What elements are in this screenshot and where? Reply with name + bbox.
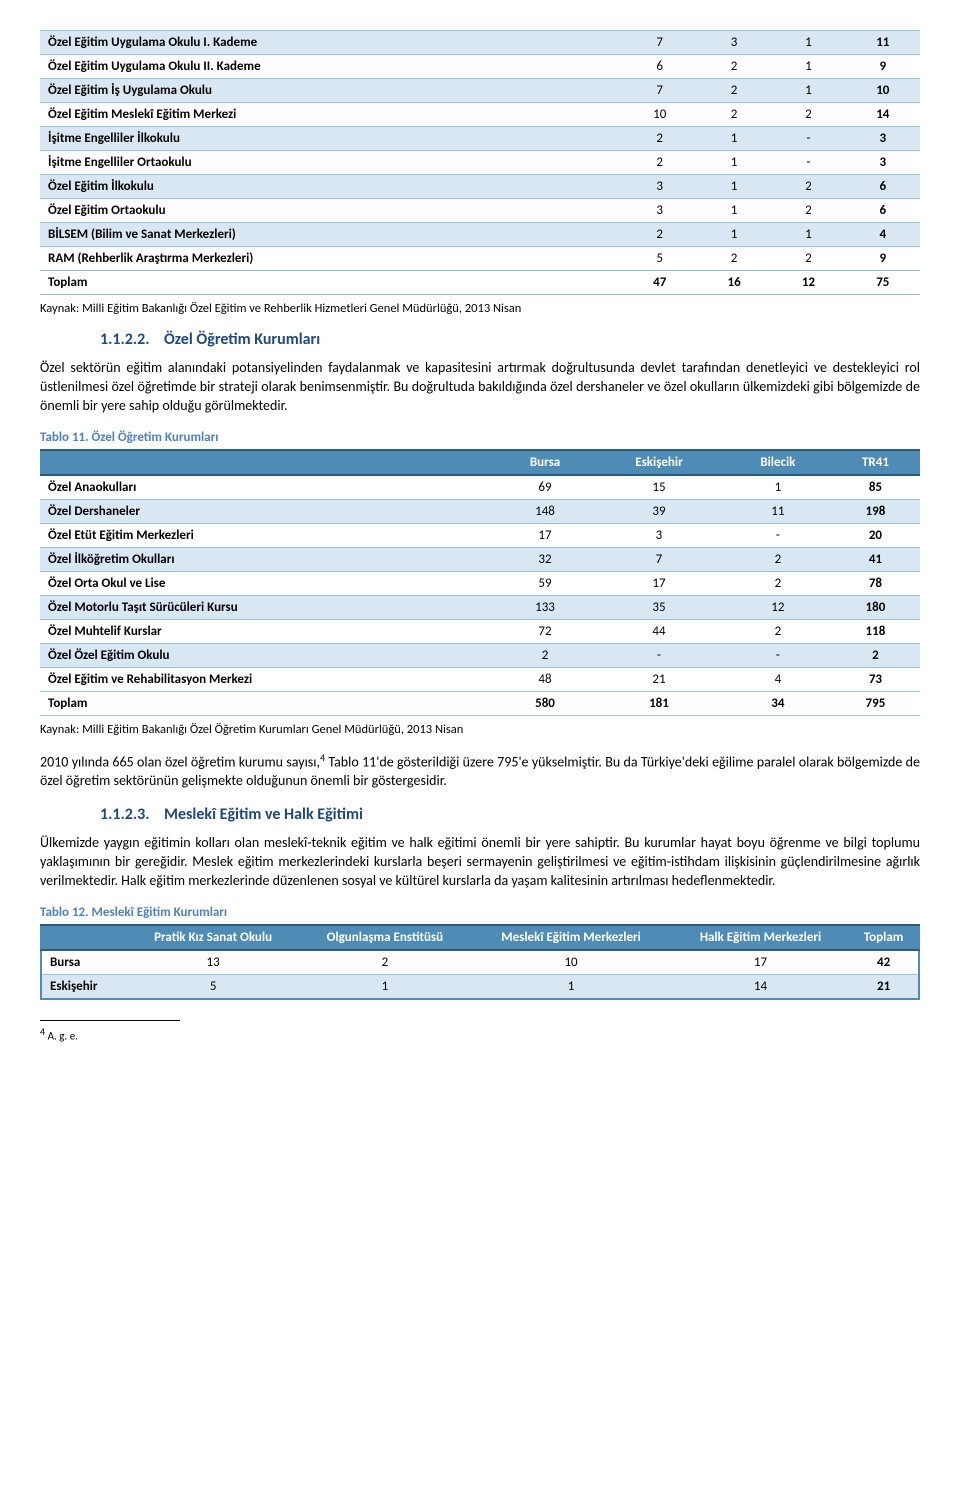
table-row: İşitme Engelliler İlkokulu21-3 <box>40 127 920 151</box>
paragraph-2: 2010 yılında 665 olan özel öğretim kurum… <box>40 751 920 791</box>
table-12-caption: Tablo 12. Meslekî Eğitim Kurumları <box>40 905 920 920</box>
table-row: Özel Özel Eğitim Okulu2--2 <box>40 643 920 667</box>
para2-pre: 2010 yılında 665 olan özel öğretim kurum… <box>40 753 320 770</box>
section-2-num: 1.1.2.3. <box>100 805 150 824</box>
section-2-heading: 1.1.2.3. Meslekî Eğitim ve Halk Eğitimi <box>100 805 920 824</box>
table-row-total: Toplam47161275 <box>40 271 920 295</box>
section-1-body: Özel sektörün eğitim alanındaki potansiy… <box>40 359 920 416</box>
table-11-source: Kaynak: Milli Eğitim Bakanlığı Özel Öğre… <box>40 722 920 737</box>
table-row: İşitme Engelliler Ortaokulu21-3 <box>40 151 920 175</box>
table-row: RAM (Rehberlik Araştırma Merkezleri)5229 <box>40 247 920 271</box>
table-row: BİLSEM (Bilim ve Sanat Merkezleri)2114 <box>40 223 920 247</box>
table-11-caption: Tablo 11. Özel Öğretim Kurumları <box>40 430 920 445</box>
table-row: Eskişehir5111421 <box>41 974 919 999</box>
footnote-separator <box>40 1020 180 1021</box>
footnote-text: A. g. e. <box>45 1029 78 1042</box>
section-1-num: 1.1.2.2. <box>100 330 150 349</box>
section-1-heading: 1.1.2.2. Özel Öğretim Kurumları <box>100 330 920 349</box>
table-row: Özel Eğitim İlkokulu3126 <box>40 175 920 199</box>
table-row: Özel Eğitim Uygulama Okulu I. Kademe7311… <box>40 31 920 55</box>
section-2-title: Meslekî Eğitim ve Halk Eğitimi <box>164 805 363 824</box>
table-row: Özel Eğitim Meslekî Eğitim Merkezi102214 <box>40 103 920 127</box>
table-11: BursaEskişehirBilecikTR41 Özel Anaokulla… <box>40 449 920 716</box>
table-row: Özel İlköğretim Okulları327241 <box>40 547 920 571</box>
table-10-source: Kaynak: Milli Eğitim Bakanlığı Özel Eğit… <box>40 301 920 316</box>
table-10: Özel Eğitim Uygulama Okulu I. Kademe7311… <box>40 30 920 295</box>
table-row: Özel Etüt Eğitim Merkezleri173-20 <box>40 523 920 547</box>
footnote-4: 4 A. g. e. <box>40 1025 920 1043</box>
table-row: Özel Eğitim İş Uygulama Okulu72110 <box>40 79 920 103</box>
section-2-body: Ülkemizde yaygın eğitimin kolları olan m… <box>40 834 920 891</box>
table-row: Özel Orta Okul ve Lise5917278 <box>40 571 920 595</box>
table-row: Özel Muhtelif Kurslar72442118 <box>40 619 920 643</box>
section-1-title: Özel Öğretim Kurumları <box>164 330 320 349</box>
table-row: Özel Motorlu Taşıt Sürücüleri Kursu13335… <box>40 595 920 619</box>
table-12: Pratik Kız Sanat OkuluOlgunlaşma Enstitü… <box>40 924 920 1000</box>
table-row: Özel Eğitim ve Rehabilitasyon Merkezi482… <box>40 667 920 691</box>
table-row: Özel Dershaneler1483911198 <box>40 499 920 523</box>
table-row: Bursa132101742 <box>41 950 919 975</box>
table-row-total: Toplam58018134795 <box>40 691 920 715</box>
table-row: Özel Eğitim Uygulama Okulu II. Kademe621… <box>40 55 920 79</box>
table-row: Özel Anaokulları6915185 <box>40 475 920 500</box>
table-row: Özel Eğitim Ortaokulu3126 <box>40 199 920 223</box>
